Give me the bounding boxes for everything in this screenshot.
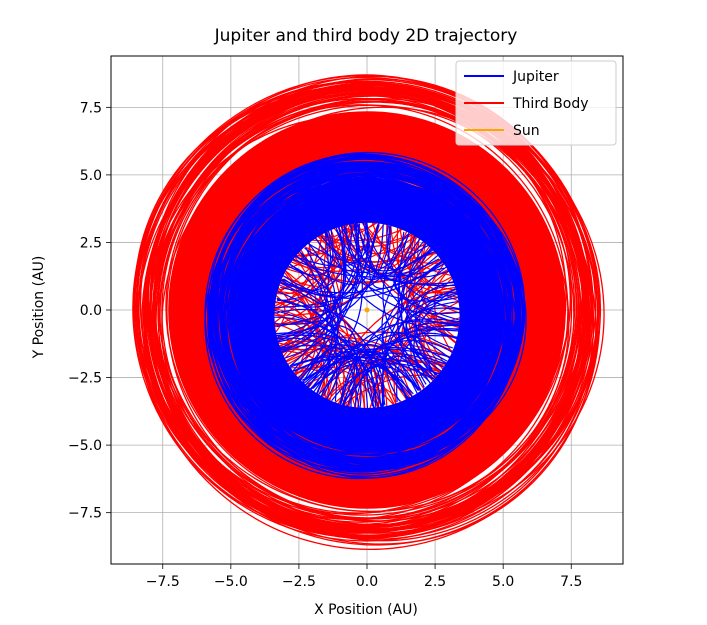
x-tick-label: 2.5 [424,574,446,590]
legend-box [455,60,617,146]
jupiter-orbit-strand [234,171,505,456]
jupiter-inner-chord [277,221,367,337]
jupiter-inner-chord [312,362,410,401]
legend-label: Jupiter [512,69,559,85]
jupiter-inner-chord [368,224,441,290]
jupiter-inner-chord [327,228,461,332]
y-axis-label: Y Position (AU) [31,256,47,360]
y-tick-label: −2.5 [68,371,102,387]
y-tick-label: 7.5 [80,100,102,116]
jupiter-inner-chord [314,237,459,302]
x-tick-label: 7.5 [560,574,582,590]
jupiter-inner-chord [289,263,328,381]
jupiter-inner-chord [324,230,458,287]
jupiter-inner-chord [277,281,385,407]
third-body-orbit-strand [152,100,580,519]
legend: Jupiter Third Body Sun [455,60,617,146]
jupiter-dense-band [229,177,505,453]
jupiter-orbit-strand [232,170,498,451]
jupiter-inner-chord [289,348,449,367]
jupiter-inner-chord [339,331,451,405]
plot-area [132,74,605,551]
jupiter-inner-chord [345,227,440,276]
jupiter-orbit-strand [211,176,514,463]
jupiter-inner-chord [302,347,360,408]
jupiter-trajectory [204,151,527,480]
jupiter-inner-chord [320,351,413,398]
jupiter-inner-chord [272,308,419,396]
jupiter-inner-chord [274,242,336,337]
jupiter-inner-chord [292,344,411,396]
chart-title: Jupiter and third body 2D trajectory [214,26,518,46]
jupiter-inner-chord [339,224,431,281]
jupiter-inner-chord [397,237,436,379]
legend-label: Sun [513,123,540,139]
jupiter-inner-chord [308,220,370,264]
jupiter-inner-chord [294,357,414,395]
jupiter-inner-chord [276,224,346,343]
jupiter-inner-chord [298,340,382,409]
jupiter-inner-chord [311,352,447,390]
y-tick-label: 2.5 [80,235,102,251]
jupiter-inner-chord [283,222,358,297]
jupiter-inner-chord [301,226,345,384]
jupiter-inner-chord [381,307,461,410]
tick-layer: −7.5 −5.0 −2.5 0.0 2.5 5.0 7.5 −7.5 −5.0 −2.5 0.0 2… [68,100,582,590]
jupiter-inner-chord [366,358,438,411]
jupiter-inner-chord [285,220,360,359]
jupiter-inner-chord [397,292,460,365]
jupiter-inner-chord [272,316,375,410]
jupiter-inner-chord [301,223,363,381]
third-body-orbit-strand [149,88,573,527]
jupiter-inner-chord [397,246,434,391]
jupiter-inner-chord [381,240,425,390]
jupiter-inner-chord [292,222,369,267]
sun-marker [364,307,370,313]
y-tick-label: −5.0 [68,438,102,454]
x-tick-label: 0.0 [356,574,378,590]
x-tick-label: −5.0 [214,574,248,590]
third-body-orbit-strand [166,98,576,520]
jupiter-orbit-strand [213,154,521,464]
jupiter-inner-chord [321,223,391,281]
x-tick-label: −7.5 [146,574,180,590]
y-tick-label: 0.0 [80,303,102,319]
jupiter-inner-chord [272,224,384,325]
jupiter-inner-chord [300,252,339,385]
third-body-orbit-strand [138,80,601,551]
x-tick-label: −2.5 [282,574,316,590]
jupiter-inner-chord [343,223,462,315]
jupiter-inner-chord [414,288,457,376]
jupiter-inner-chord [272,309,358,405]
third-body-orbit-strand [165,100,577,513]
jupiter-inner-chord [370,318,460,410]
jupiter-inner-chord [323,320,461,396]
jupiter-inner-chord [398,232,453,349]
jupiter-orbit-strand [210,169,512,471]
x-axis-label: X Position (AU) [314,602,418,618]
y-tick-label: 5.0 [80,168,102,184]
x-tick-label: 5.0 [492,574,514,590]
third-body-orbit-strand [152,104,569,521]
legend-label: Third Body [512,96,589,112]
jupiter-inner-chord [303,347,451,387]
jupiter-inner-chord [280,223,353,292]
jupiter-inner-chord [276,229,331,302]
jupiter-inner-chord [275,334,362,411]
jupiter-inner-chord [357,224,459,340]
y-tick-label: −7.5 [68,506,102,522]
jupiter-inner-chord [277,324,358,405]
jupiter-inner-chord [382,233,437,382]
jupiter-inner-chord [277,291,342,401]
